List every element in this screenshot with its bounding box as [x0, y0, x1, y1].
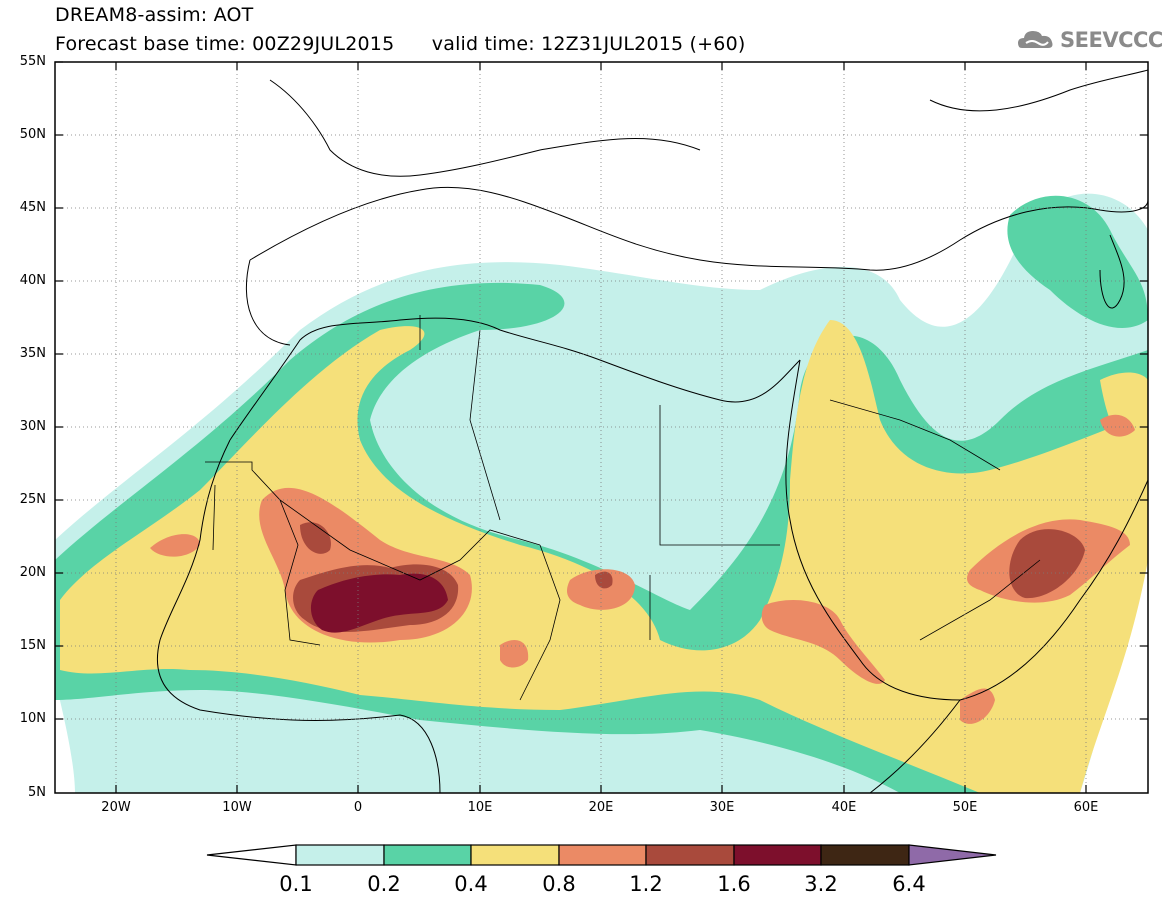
colorbar-swatch [558, 844, 647, 866]
axis-ticks [55, 61, 1148, 793]
lat-label: 55N [19, 54, 46, 69]
country-borders [205, 315, 1041, 701]
colorbar-label: 0.1 [279, 872, 313, 896]
lon-label: 10W [222, 800, 252, 815]
lat-label: 30N [19, 419, 46, 434]
aot-band-0.8 [1100, 414, 1135, 437]
aot-band-1.2 [595, 571, 613, 589]
colorbar-label: 1.2 [629, 872, 663, 896]
aot-band-0.8 [761, 600, 885, 684]
lon-label: 20E [588, 800, 614, 815]
lon-label: 20W [101, 800, 131, 815]
lat-label: 40N [19, 273, 46, 288]
lon-label: 30E [709, 800, 735, 815]
forecast-time-line: Forecast base time: 00Z29JUL2015 valid t… [55, 33, 746, 55]
logo-text: SEEVCCC [1060, 28, 1163, 52]
lon-label: 40E [831, 800, 857, 815]
colorbar-label: 0.8 [542, 872, 576, 896]
colorbar-label: 0.4 [454, 872, 488, 896]
lat-label: 45N [19, 200, 46, 215]
lon-label: 10E [467, 800, 493, 815]
aot-band-1.2 [300, 522, 331, 554]
lat-label: 35N [19, 346, 46, 361]
lon-label: 50E [952, 800, 978, 815]
lat-label: 25N [19, 492, 46, 507]
lat-label: 15N [19, 638, 46, 653]
map-title: DREAM8-assim: AOT [55, 4, 254, 26]
colorbar-swatch [295, 844, 385, 866]
colorbar-swatch [470, 844, 560, 866]
colorbar-label: 0.2 [367, 872, 401, 896]
colorbar-under-triangle [206, 844, 297, 866]
aot-band-1.2 [1009, 529, 1085, 599]
aot-band-1.6 [310, 573, 448, 633]
coastlines [156, 69, 1148, 793]
aot-shaded-field [55, 193, 1148, 793]
lat-label: 5N [28, 785, 46, 800]
aot-band-0.8 [500, 640, 529, 668]
colorbar-label: 6.4 [892, 872, 926, 896]
aot-band-0.2 [1007, 195, 1148, 329]
lat-label: 50N [19, 127, 46, 142]
colorbar-swatch [383, 844, 472, 866]
colorbar-swatch [820, 844, 910, 866]
colorbar-label: 3.2 [804, 872, 838, 896]
lat-label: 20N [19, 565, 46, 580]
colorbar-over-triangle [908, 844, 997, 866]
lon-label: 60E [1073, 800, 1099, 815]
lat-label: 10N [19, 711, 46, 726]
colorbar-label: 1.6 [717, 872, 751, 896]
colorbar [206, 844, 997, 866]
aot-band-0.8 [567, 569, 635, 610]
lon-label: 0 [353, 800, 363, 815]
cloud-icon [1018, 31, 1053, 48]
colorbar-swatch [645, 844, 735, 866]
colorbar-swatch [733, 844, 822, 866]
aot-band-0.8 [150, 534, 200, 557]
